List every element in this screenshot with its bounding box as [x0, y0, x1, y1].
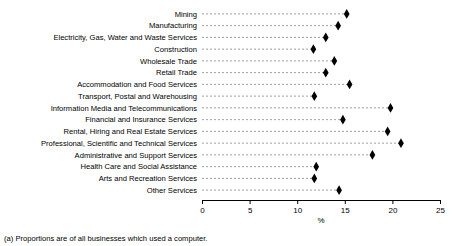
- category-label: Construction: [154, 45, 197, 54]
- tick: 5: [248, 200, 253, 215]
- leader-line: [202, 72, 326, 73]
- tick-label: 20: [388, 206, 397, 215]
- dot: [311, 173, 317, 183]
- category-label: Manufacturing: [149, 21, 197, 30]
- category-labels: Mining Manufacturing Electricity, Gas, Wat…: [41, 10, 197, 195]
- leader-line: [202, 96, 314, 97]
- dot: [311, 44, 317, 54]
- tick: 25: [436, 200, 445, 215]
- tick-mark: [297, 200, 298, 204]
- category-label: Health Care and Social Assistance: [80, 162, 197, 171]
- category-label: Administrative and Support Services: [75, 151, 198, 160]
- category-label: Information Media and Telecommunications: [51, 104, 198, 113]
- leader-line: [202, 190, 339, 191]
- tick-mark: [392, 200, 393, 204]
- dot: [340, 115, 346, 125]
- tick-mark: [202, 200, 203, 204]
- leader-line: [202, 143, 401, 144]
- dot: [323, 32, 329, 42]
- dot: [323, 68, 329, 78]
- leader-line: [202, 131, 388, 132]
- tick: 0: [200, 200, 205, 215]
- leader-line: [202, 107, 390, 108]
- leader-line: [202, 49, 313, 50]
- tick-label: 0: [200, 206, 205, 215]
- leader-line: [202, 178, 314, 179]
- tick-label: 10: [293, 206, 302, 215]
- x-axis-label: %: [317, 216, 324, 225]
- dot: [335, 21, 341, 31]
- leader-line: [202, 37, 326, 38]
- tick: 10: [293, 200, 302, 215]
- tick-label: 15: [341, 206, 350, 215]
- category-label: Rental, Hiring and Real Estate Services: [64, 127, 198, 136]
- tick: 15: [341, 200, 350, 215]
- dot: [311, 91, 317, 101]
- dot: [385, 126, 391, 136]
- category-label: Accommodation and Food Services: [77, 80, 197, 89]
- category-label: Electricity, Gas, Water and Waste Servic…: [53, 33, 197, 42]
- dot: [347, 79, 353, 89]
- dot: [313, 162, 319, 172]
- marks: [202, 9, 404, 195]
- tick: 20: [388, 200, 397, 215]
- tick-mark: [250, 200, 251, 204]
- leader-line: [202, 25, 338, 26]
- tick-mark: [345, 200, 346, 204]
- dot: [370, 150, 376, 160]
- axis-line: [203, 201, 441, 205]
- dot: [398, 138, 404, 148]
- dot: [336, 185, 342, 195]
- leader-line: [202, 60, 334, 61]
- dot: [344, 9, 350, 19]
- leader-line: [202, 119, 343, 120]
- x-axis: 0 5 10 15 20 25: [200, 200, 445, 215]
- dot: [388, 103, 394, 113]
- tick-label: 25: [436, 206, 445, 215]
- chart: Mining Manufacturing Electricity, Gas, Wat…: [0, 0, 457, 246]
- category-label: Mining: [175, 10, 197, 19]
- category-label: Wholesale Trade: [140, 57, 197, 66]
- leader-line: [202, 154, 372, 155]
- category-label: Transport, Postal and Warehousing: [78, 92, 197, 101]
- category-label: Other Services: [147, 186, 197, 195]
- category-label: Financial and Insurance Services: [85, 115, 197, 124]
- tick-label: 5: [248, 206, 253, 215]
- dot: [331, 56, 337, 66]
- leader-line: [202, 13, 347, 14]
- footnote: (a) Proportions are of all businesses wh…: [4, 234, 207, 243]
- leader-line: [202, 166, 316, 167]
- category-label: Retail Trade: [156, 68, 197, 77]
- tick-mark: [440, 200, 441, 204]
- category-label: Professional, Scientific and Technical S…: [41, 139, 197, 148]
- category-label: Arts and Recreation Services: [99, 174, 198, 183]
- leader-line: [202, 84, 350, 85]
